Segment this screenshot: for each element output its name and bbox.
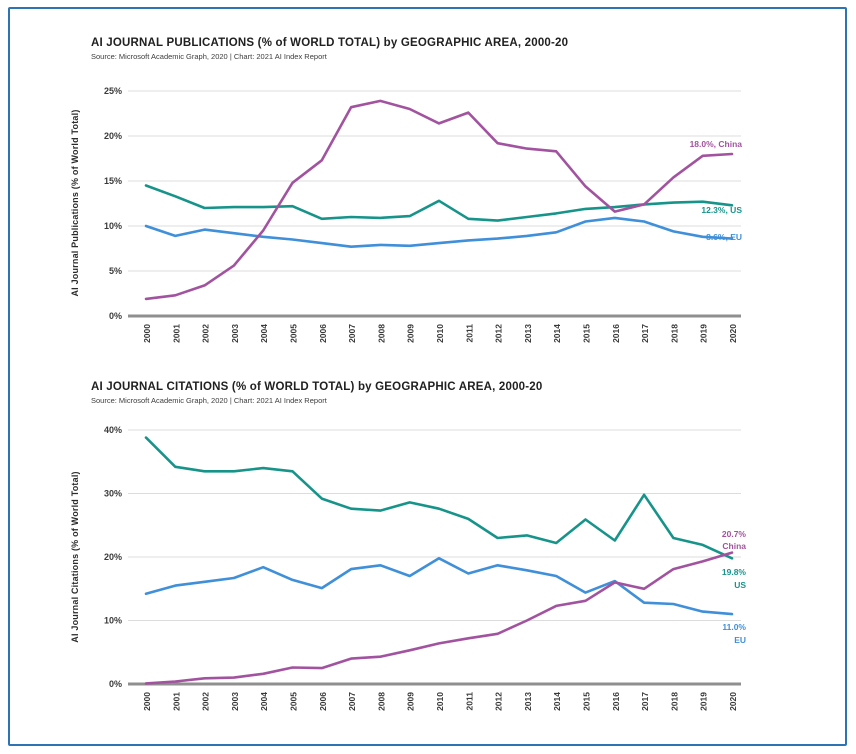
x-tick-label: 2000 [142,324,152,343]
x-tick-label: 2019 [699,692,709,711]
x-tick-label: 2000 [142,692,152,711]
y-tick-label: 20% [104,552,122,562]
x-tick-label: 2004 [259,324,269,343]
x-tick-label: 2020 [728,692,738,711]
x-tick-label: 2003 [230,692,240,711]
x-tick-label: 2002 [201,324,211,343]
y-axis-title: AI Journal Citations (% of World Total) [70,471,80,642]
x-tick-label: 2011 [464,324,474,343]
y-tick-label: 10% [104,616,122,626]
x-tick-label: 2014 [552,692,562,711]
x-tick-label: 2010 [435,692,445,711]
x-tick-label: 2015 [582,324,592,343]
x-tick-label: 2002 [201,692,211,711]
x-tick-label: 2016 [611,324,621,343]
x-tick-label: 2017 [640,692,650,711]
x-tick-label: 2005 [289,324,299,343]
x-tick-label: 2011 [464,692,474,711]
x-tick-label: 2020 [728,324,738,343]
series-end-label-china: China [722,541,746,551]
series-end-label-eu: 8.6%, EU [706,232,742,242]
x-tick-label: 2014 [552,324,562,343]
series-line-china [144,551,734,685]
series-line-us [144,436,734,560]
publications-chart-title: AI JOURNAL PUBLICATIONS (% of WORLD TOTA… [91,37,569,49]
publications-chart-source: Source: Microsoft Academic Graph, 2020 |… [91,52,327,61]
y-tick-label: 5% [109,266,122,276]
x-tick-label: 2017 [640,324,650,343]
y-tick-label: 25% [104,86,122,96]
x-tick-label: 2003 [230,324,240,343]
y-tick-label: 15% [104,176,122,186]
series-end-label-eu: 11.0% [722,622,746,632]
series-line-china [144,99,734,301]
x-tick-label: 2013 [523,692,533,711]
series-end-label-us: 12.3%, US [701,205,742,215]
x-tick-label: 2012 [494,692,504,711]
y-tick-label: 10% [104,221,122,231]
y-tick-label: 0% [109,311,122,321]
x-tick-label: 2018 [669,324,679,343]
x-tick-label: 2008 [376,324,386,343]
series-end-label-china: 20.7% [722,529,747,539]
x-tick-label: 2019 [699,324,709,343]
x-tick-label: 2012 [494,324,504,343]
citations-chart-title: AI JOURNAL CITATIONS (% of WORLD TOTAL) … [91,381,543,393]
publications-chart-header: AI JOURNAL PUBLICATIONS (% of WORLD TOTA… [91,37,568,61]
x-tick-label: 2018 [669,692,679,711]
citations-chart-header: AI JOURNAL CITATIONS (% of WORLD TOTAL) … [91,381,543,405]
series-end-label-us: US [734,580,746,590]
x-tick-label: 2005 [289,692,299,711]
series-end-label-china: 18.0%, China [690,139,743,149]
citations-chart-source: Source: Microsoft Academic Graph, 2020 |… [91,396,327,405]
x-tick-label: 2006 [318,324,328,343]
x-tick-label: 2007 [347,324,357,343]
series-line-us [144,184,734,222]
x-tick-label: 2015 [582,692,592,711]
series-line-eu [144,216,734,248]
x-tick-label: 2016 [611,692,621,711]
x-tick-label: 2010 [435,324,445,343]
series-line-eu [144,556,734,616]
x-tick-label: 2008 [376,692,386,711]
x-tick-label: 2001 [171,692,181,711]
x-tick-label: 2009 [406,692,416,711]
y-tick-label: 40% [104,425,122,435]
y-tick-label: 0% [109,679,122,689]
x-tick-label: 2001 [171,324,181,343]
series-end-label-eu: EU [734,635,746,645]
y-tick-label: 20% [104,131,122,141]
x-tick-label: 2013 [523,324,533,343]
y-axis-title: AI Journal Publications (% of World Tota… [70,109,80,296]
y-tick-label: 30% [104,489,122,499]
series-end-label-us: 19.8% [722,567,747,577]
x-tick-label: 2007 [347,692,357,711]
x-tick-label: 2004 [259,692,269,711]
x-tick-label: 2009 [406,324,416,343]
x-tick-label: 2006 [318,692,328,711]
